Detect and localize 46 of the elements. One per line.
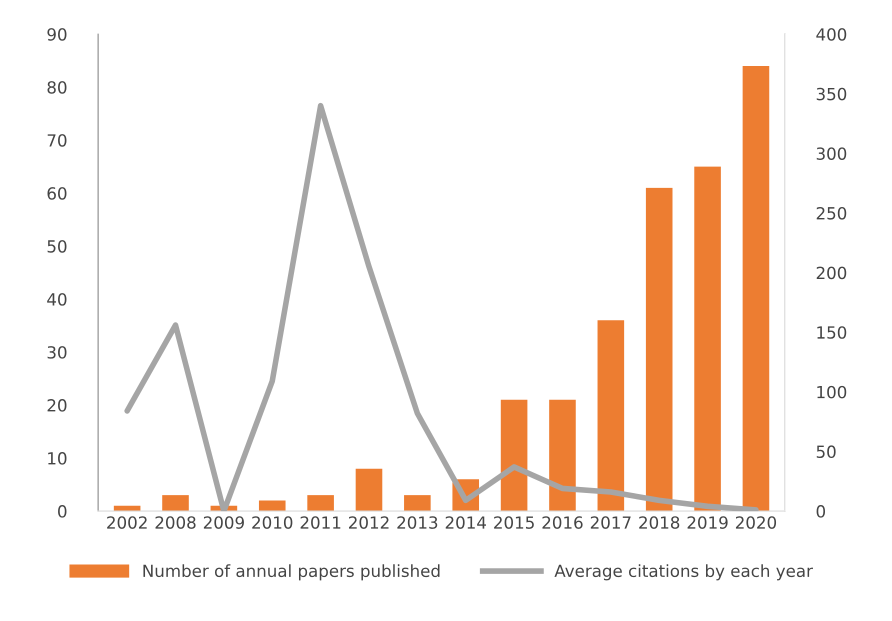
x-tick-label: 2010 <box>252 516 292 529</box>
bar <box>404 495 431 512</box>
bar <box>500 400 528 512</box>
bar <box>162 495 189 512</box>
y-tick-label: 90 <box>47 28 66 41</box>
bar <box>307 495 334 512</box>
bar <box>598 320 624 512</box>
y2-tick-label: 300 <box>816 147 846 160</box>
y-tick-label: 10 <box>48 452 66 465</box>
x-tick-label: 2020 <box>736 516 776 529</box>
y2-tick-label: 250 <box>816 206 846 220</box>
x-tick-label: 2014 <box>446 516 486 529</box>
y-tick-label: 0 <box>58 505 66 518</box>
y-tick-label: 80 <box>47 81 66 94</box>
x-tick-label: 2009 <box>204 516 244 529</box>
bar <box>258 500 286 512</box>
y-tick-label: 70 <box>48 134 66 147</box>
x-tick-label: 2016 <box>542 516 583 529</box>
y2-tick-label: 0 <box>816 505 826 518</box>
y2-tick-label: 200 <box>816 266 846 280</box>
bar <box>646 188 672 512</box>
y2-tick-label: 100 <box>817 386 846 398</box>
legend-label: Average citations by each year <box>554 564 813 580</box>
x-tick-label: 2013 <box>397 516 438 529</box>
x-tick-label: 2017 <box>590 516 631 529</box>
y-tick-label: 30 <box>48 346 66 359</box>
y-tick-label: 60 <box>48 187 66 200</box>
x-tick-label: 2008 <box>156 516 196 529</box>
x-tick-label: 2019 <box>688 516 728 529</box>
y2-tick-label: 150 <box>817 326 846 339</box>
x-tick-label: 2018 <box>639 516 680 529</box>
bar <box>549 400 576 512</box>
y-tick-label: 20 <box>48 399 66 412</box>
bar <box>356 468 382 512</box>
bar <box>742 66 770 512</box>
x-tick-label: 2012 <box>349 516 389 529</box>
x-tick-label: 2002 <box>107 516 147 529</box>
y2-tick-label: 350 <box>816 88 846 100</box>
bar <box>694 166 721 512</box>
legend-label: Number of annual papers published <box>143 564 440 580</box>
x-tick-label: 2011 <box>300 516 340 529</box>
x-tick-label: 2015 <box>494 516 534 529</box>
y2-tick-label: 50 <box>816 445 836 458</box>
y2-tick-label: 400 <box>816 28 846 41</box>
y-tick-label: 50 <box>48 240 66 253</box>
y-tick-label: 40 <box>47 293 66 306</box>
